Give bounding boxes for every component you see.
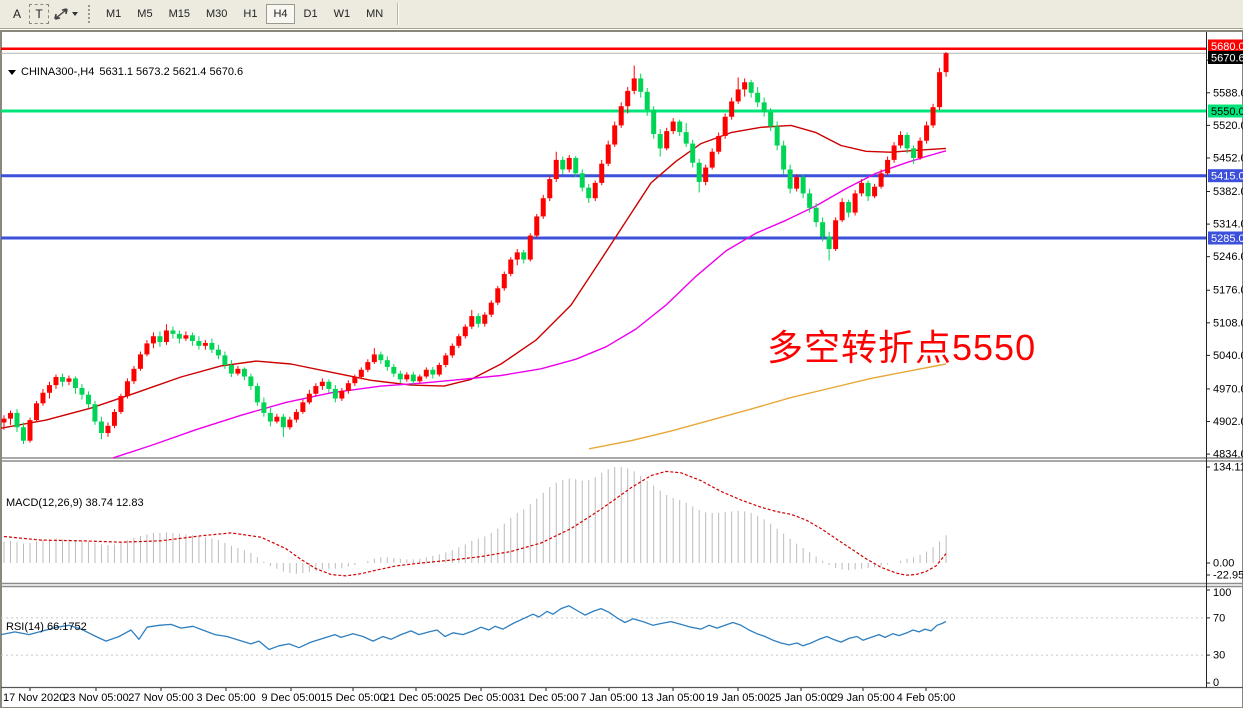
- svg-text:21 Dec 05:00: 21 Dec 05:00: [383, 692, 448, 704]
- ma-mid-magenta: [112, 150, 947, 459]
- timeframe-button-h1[interactable]: H1: [236, 4, 264, 24]
- macd-signal-line: [3, 470, 947, 577]
- symbol-dropdown-icon: [8, 69, 16, 75]
- rsi-line: [1, 605, 947, 651]
- svg-text:17 Nov 2020: 17 Nov 2020: [3, 692, 65, 704]
- ma-fast-red: [1, 124, 947, 429]
- svg-text:0.00: 0.00: [1213, 558, 1234, 570]
- timeframe-button-w1[interactable]: W1: [327, 4, 358, 24]
- rsi-panel: 100 70 30 0: [1, 587, 1231, 689]
- macd-panel: 134.11 0.00-22.95: [3, 462, 1243, 582]
- cursor-move-icon: [54, 8, 68, 20]
- candlesticks: [1, 51, 949, 445]
- ma-fast-red: [1, 124, 947, 429]
- svg-text:19 Jan 05:00: 19 Jan 05:00: [706, 692, 770, 704]
- timeframe-button-m5[interactable]: M5: [130, 4, 159, 24]
- svg-text:4970.0: 4970.0: [1213, 383, 1243, 395]
- svg-text:70: 70: [1213, 612, 1225, 624]
- toolbar: A T M1 M5 M15 M30 H1 H4 D1 W1 MN: [0, 0, 1243, 29]
- svg-text:25 Dec 05:00: 25 Dec 05:00: [448, 692, 513, 704]
- timeframe-button-d1[interactable]: D1: [297, 4, 325, 24]
- timeframe-button-m30[interactable]: M30: [199, 4, 234, 24]
- text-label-tool-button[interactable]: A: [7, 4, 27, 24]
- symbol-ohlc-values: 5631.1 5673.2 5621.4 5670.6: [99, 66, 244, 78]
- svg-text:5680.0: 5680.0: [1211, 41, 1243, 53]
- macd-indicator-label: MACD(12,26,9) 38.74 12.83: [6, 497, 144, 509]
- ma-slow-orange: [588, 363, 947, 450]
- svg-text:5285.0: 5285.0: [1211, 233, 1243, 245]
- panel-frames: [1, 31, 1243, 708]
- ma-slow-orange: [588, 363, 947, 450]
- svg-text:31 Dec 05:00: 31 Dec 05:00: [513, 692, 578, 704]
- chart-canvas[interactable]: 5656.05588.05520.05452.05382.05314.05246…: [1, 31, 1243, 708]
- svg-text:15 Dec 05:00: 15 Dec 05:00: [320, 692, 385, 704]
- svg-text:4834.0: 4834.0: [1213, 449, 1243, 461]
- svg-text:13 Jan 05:00: 13 Jan 05:00: [641, 692, 705, 704]
- text-box-tool-button[interactable]: T: [29, 4, 50, 24]
- svg-text:29 Jan 05:00: 29 Jan 05:00: [831, 692, 895, 704]
- symbol-header[interactable]: CHINA300-,H4 5631.1 5673.2 5621.4 5670.6: [8, 66, 243, 78]
- svg-text:4902.0: 4902.0: [1213, 416, 1243, 428]
- svg-text:5382.0: 5382.0: [1213, 186, 1243, 198]
- svg-text:5108.0: 5108.0: [1213, 317, 1243, 329]
- timeframe-button-m15[interactable]: M15: [162, 4, 197, 24]
- toolbar-grip-handle[interactable]: [88, 5, 91, 23]
- chart-text-annotation: 多空转折点5550: [767, 327, 1037, 368]
- svg-text:5040.0: 5040.0: [1213, 350, 1243, 362]
- svg-text:5520.0: 5520.0: [1213, 120, 1243, 132]
- chevron-down-icon: [72, 12, 79, 16]
- cursor-move-tool-button[interactable]: [53, 7, 79, 21]
- svg-text:5588.0: 5588.0: [1213, 87, 1243, 99]
- svg-text:30: 30: [1213, 650, 1225, 662]
- svg-text:5452.0: 5452.0: [1213, 152, 1243, 164]
- svg-text:9 Dec 05:00: 9 Dec 05:00: [261, 692, 320, 704]
- svg-text:5415.0: 5415.0: [1211, 171, 1243, 183]
- symbol-name: CHINA300-,H4: [21, 66, 95, 78]
- svg-text:23 Nov 05:00: 23 Nov 05:00: [63, 692, 128, 704]
- svg-text:5314.0: 5314.0: [1213, 219, 1243, 231]
- svg-text:3 Dec 05:00: 3 Dec 05:00: [196, 692, 255, 704]
- svg-text:5246.0: 5246.0: [1213, 251, 1243, 263]
- rsi-indicator-label: RSI(14) 66.1752: [6, 621, 87, 633]
- timeframe-button-m1[interactable]: M1: [99, 4, 128, 24]
- ma-mid-magenta: [112, 150, 947, 459]
- svg-text:134.11: 134.11: [1213, 462, 1243, 474]
- svg-text:0: 0: [1213, 677, 1219, 689]
- svg-text:5550.0: 5550.0: [1211, 106, 1243, 118]
- svg-text:5176.0: 5176.0: [1213, 285, 1243, 297]
- svg-text:27 Nov 05:00: 27 Nov 05:00: [128, 692, 193, 704]
- toolbar-separator: [397, 3, 399, 25]
- svg-text:7 Jan 05:00: 7 Jan 05:00: [580, 692, 638, 704]
- price-axis: 5656.05588.05520.05452.05382.05314.05246…: [1206, 55, 1243, 461]
- svg-text:100: 100: [1213, 587, 1231, 599]
- svg-text:-22.95: -22.95: [1213, 570, 1243, 582]
- svg-text:25 Jan 05:00: 25 Jan 05:00: [769, 692, 833, 704]
- chart-window[interactable]: 5656.05588.05520.05452.05382.05314.05246…: [0, 30, 1243, 708]
- svg-text:5670.6: 5670.6: [1211, 53, 1243, 65]
- timeframe-button-mn[interactable]: MN: [359, 4, 390, 24]
- svg-text:4 Feb 05:00: 4 Feb 05:00: [897, 692, 956, 704]
- timeframe-button-h4[interactable]: H4: [266, 4, 295, 24]
